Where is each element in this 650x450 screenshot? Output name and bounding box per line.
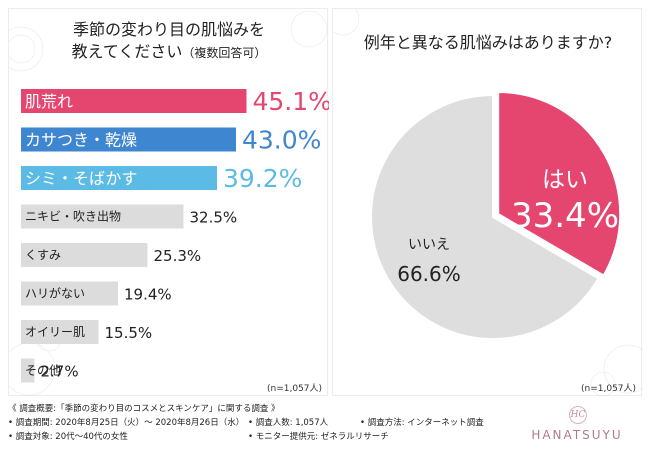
bar-0 xyxy=(21,89,247,113)
value-label-6: 15.5% xyxy=(105,324,153,342)
survey-period: • 調査期間: 2020年8月25日（火）～ 2020年8月26日（水） xyxy=(8,418,245,428)
bar-7 xyxy=(21,358,35,383)
left-title-main: 教えてください xyxy=(71,42,183,61)
bar-2 xyxy=(21,166,217,190)
bar-1 xyxy=(21,127,236,152)
category-label-0: 肌荒れ xyxy=(25,92,73,111)
value-label-2: 39.2% xyxy=(223,164,302,193)
bar-3 xyxy=(21,204,184,229)
pie-value-label-1: 66.6% xyxy=(397,262,461,286)
pie-slice-1 xyxy=(370,93,600,340)
right-chart-title: 例年と異なる肌悩みはありますか? xyxy=(363,33,613,52)
category-label-7: その他 xyxy=(25,364,61,378)
pie-value-label-0: 33.4% xyxy=(511,196,619,236)
left-title-line2: 教えてください（複数回答可） xyxy=(9,41,329,64)
category-label-3: ニキビ・吹き出物 xyxy=(25,210,121,224)
left-chart-title: 季節の変わり目の肌悩みを 教えてください（複数回答可） xyxy=(9,19,329,64)
value-label-3: 32.5% xyxy=(190,209,238,227)
value-label-5: 19.4% xyxy=(124,286,172,304)
pie-label-0: はい xyxy=(542,167,588,193)
survey-overview: 《 調査概要:「季節の変わり目のコスメとスキンケア」に関する調査 》 xyxy=(8,404,280,414)
bar-4 xyxy=(21,243,148,267)
survey-provider: • モニター提供元: ゼネラルリサーチ xyxy=(248,432,389,442)
pie-label-1: いいえ xyxy=(408,237,450,253)
category-label-2: シミ・そばかす xyxy=(25,169,137,188)
category-label-1: カサつき・乾燥 xyxy=(25,131,137,150)
left-title-note: （複数回答可） xyxy=(182,46,267,60)
value-label-1: 43.0% xyxy=(242,126,321,155)
pie-chart: はい 33.4% いいえ 66.6% xyxy=(370,91,622,340)
right-panel: 例年と異なる肌悩みはありますか? はい 33.4% いいえ 66.6% (n=1,05… xyxy=(332,8,643,397)
value-label-7: 2.7% xyxy=(41,363,79,381)
right-sample-size: (n=1,057人) xyxy=(581,384,637,394)
logo-text: HANATSUYU xyxy=(531,428,623,442)
survey-footer: 《 調査概要:「季節の変わり目のコスメとスキンケア」に関する調査 》 • 調査期… xyxy=(8,402,642,448)
logo-mark-icon: HC xyxy=(569,406,587,424)
survey-respondents: • 調査人数: 1,057人 xyxy=(248,418,329,428)
survey-method: • 調査方法: インターネット調査 xyxy=(360,418,484,428)
category-label-5: ハリがない xyxy=(25,286,85,301)
category-label-4: くすみ xyxy=(25,248,61,262)
left-sample-size: (n=1,057人) xyxy=(267,384,323,394)
bar-6 xyxy=(21,320,99,344)
left-title-line1: 季節の変わり目の肌悩みを xyxy=(72,20,265,39)
left-panel: 季節の変わり目の肌悩みを 教えてください（複数回答可） 肌荒れ 45.1% カサつき… xyxy=(8,8,330,396)
value-label-4: 25.3% xyxy=(154,247,202,265)
category-label-6: オイリー肌 xyxy=(25,325,85,339)
bar-5 xyxy=(21,281,118,306)
hanatsuyu-logo: HC HANATSUYU xyxy=(522,404,632,448)
bar-chart: 肌荒れ 45.1% カサつき・乾燥 43.0% シミ・そばかす 39.2% ニキビ・吹き出物… xyxy=(21,87,330,383)
survey-target: • 調査対象: 20代～40代の女性 xyxy=(8,432,128,442)
pie-slice-0 xyxy=(497,91,622,277)
value-label-0: 45.1% xyxy=(253,87,330,116)
